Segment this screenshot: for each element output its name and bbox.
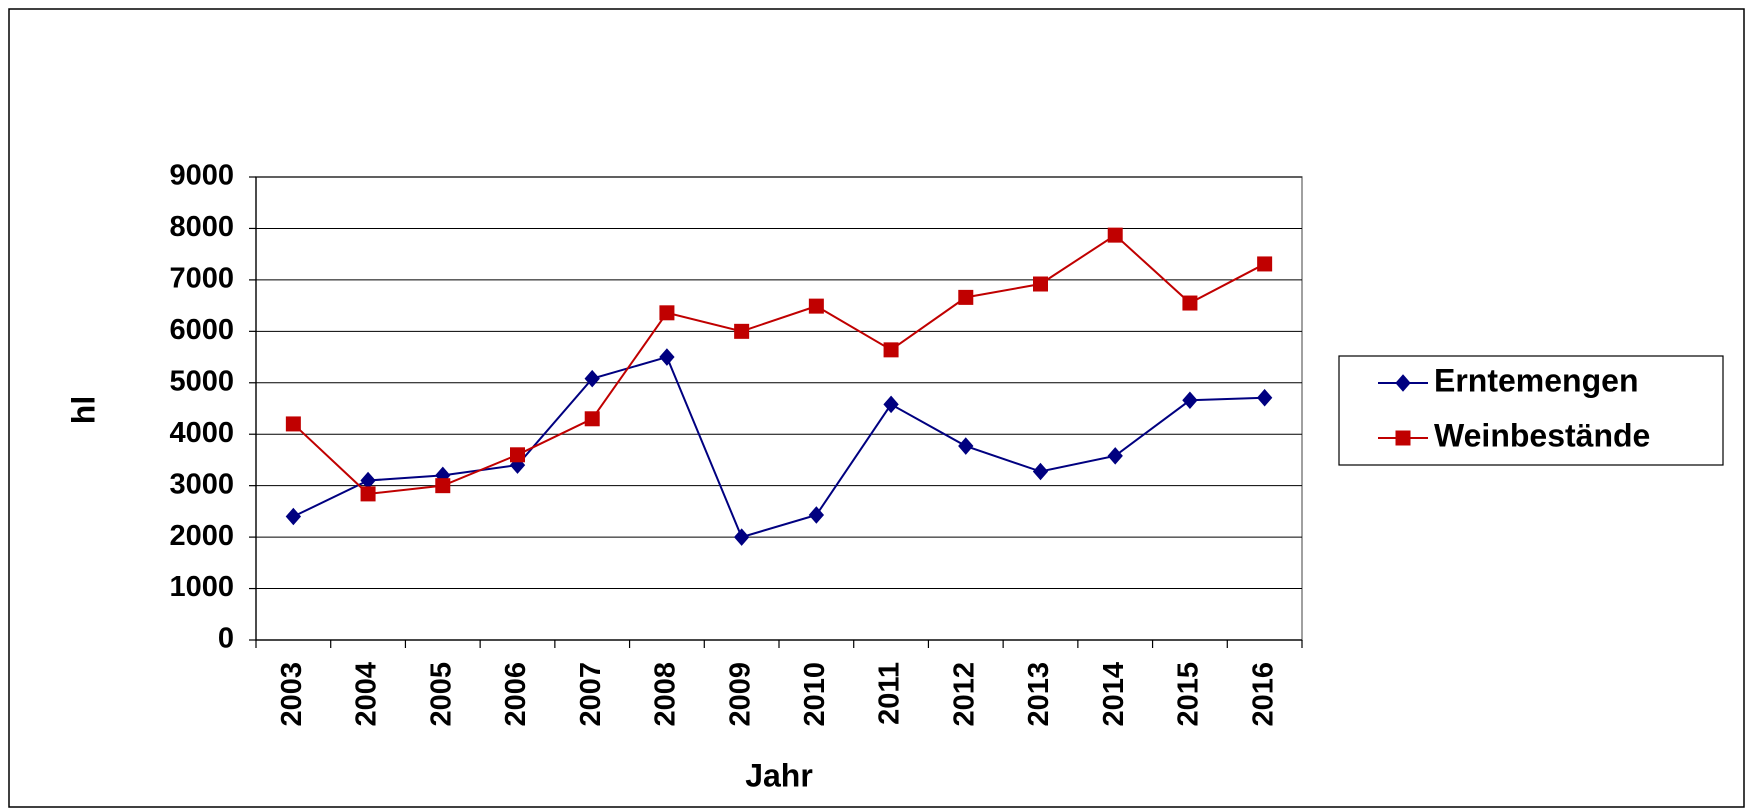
data-point xyxy=(1107,447,1123,465)
data-point xyxy=(1182,391,1198,410)
legend-label: Erntemengen xyxy=(1434,362,1638,398)
data-point xyxy=(510,447,525,463)
data-point xyxy=(1033,276,1048,292)
data-point xyxy=(734,323,750,339)
data-point xyxy=(1257,256,1273,272)
data-point xyxy=(958,289,974,305)
data-point xyxy=(808,506,825,524)
x-tick-label: 2005 xyxy=(425,662,457,727)
x-tick-label: 2009 xyxy=(724,662,756,727)
x-tick-label: 2014 xyxy=(1098,662,1130,727)
x-tick-label: 2011 xyxy=(874,662,906,725)
data-point xyxy=(1107,227,1123,243)
plot-area xyxy=(255,176,1303,641)
data-point xyxy=(883,342,899,358)
x-tick-label: 2007 xyxy=(575,662,607,727)
data-point xyxy=(808,298,824,314)
data-point xyxy=(435,478,451,494)
y-tick-label: 2000 xyxy=(169,520,234,552)
data-point xyxy=(659,348,675,366)
y-tick-label: 1000 xyxy=(169,571,234,603)
x-axis-label: Jahr xyxy=(745,757,813,793)
data-point xyxy=(958,437,974,455)
data-point xyxy=(285,416,301,432)
y-tick-label: 8000 xyxy=(169,211,234,243)
x-tick-label: 2004 xyxy=(351,662,383,727)
y-axis-label: hl xyxy=(65,396,101,424)
data-point xyxy=(733,528,750,546)
x-tick-label: 2013 xyxy=(1023,662,1055,727)
x-tick-label: 2015 xyxy=(1173,662,1205,727)
x-tick-label: 2006 xyxy=(500,662,532,727)
data-point xyxy=(1182,295,1198,311)
x-tick-label: 2016 xyxy=(1247,662,1279,727)
legend-marker xyxy=(1395,374,1411,392)
legend xyxy=(1338,355,1724,466)
data-point xyxy=(1032,462,1049,481)
data-point xyxy=(1256,388,1273,407)
legend-marker xyxy=(1395,430,1411,446)
y-tick-label: 3000 xyxy=(169,468,234,500)
x-tick-label: 2003 xyxy=(276,662,308,727)
x-tick-label: 2012 xyxy=(948,662,980,727)
series-line xyxy=(292,233,1266,495)
y-tick-label: 5000 xyxy=(169,365,234,397)
x-tick-label: 2008 xyxy=(650,662,682,727)
series-line xyxy=(292,355,1265,539)
y-tick-label: 7000 xyxy=(169,263,234,295)
y-tick-label: 6000 xyxy=(169,314,234,346)
y-tick-label: 4000 xyxy=(169,417,234,449)
legend-label: Weinbestände xyxy=(1434,417,1650,453)
data-point xyxy=(360,486,376,502)
data-point xyxy=(285,507,302,526)
data-point xyxy=(584,369,600,388)
data-point xyxy=(584,411,600,427)
x-tick-label: 2010 xyxy=(799,662,831,727)
data-point xyxy=(659,305,675,321)
data-point xyxy=(883,395,899,414)
y-tick-label: 9000 xyxy=(169,160,234,192)
y-tick-label: 0 xyxy=(218,623,234,655)
